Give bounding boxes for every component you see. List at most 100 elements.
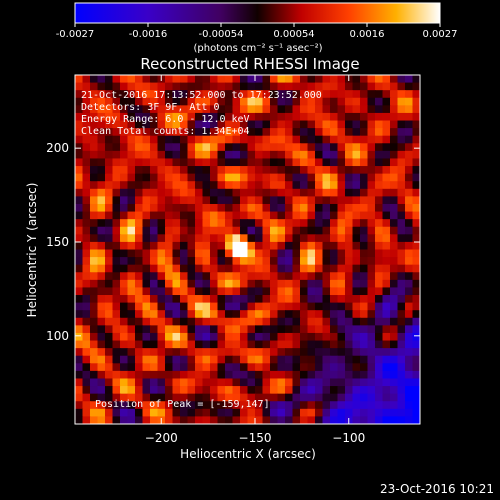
heatmap-cell	[150, 135, 159, 144]
heatmap-cell	[232, 393, 241, 402]
heatmap-cell	[157, 150, 166, 160]
heatmap-cell	[165, 264, 174, 273]
heatmap-cell	[240, 408, 249, 418]
heatmap-cell	[345, 143, 354, 152]
heatmap-cell	[82, 203, 91, 213]
heatmap-cell	[172, 386, 181, 395]
heatmap-cell	[330, 105, 339, 114]
heatmap-cell	[412, 393, 420, 402]
heatmap-cell	[270, 325, 279, 334]
heatmap-cell	[225, 310, 234, 319]
heatmap-cell	[330, 241, 339, 251]
heatmap-cell	[75, 408, 84, 418]
heatmap-cell	[390, 181, 399, 190]
heatmap-cell	[412, 370, 420, 380]
heatmap-cell	[90, 82, 99, 91]
heatmap-cell	[277, 143, 286, 152]
heatmap-cell	[330, 257, 339, 266]
heatmap-cell	[382, 105, 391, 114]
heatmap-cell	[262, 128, 271, 137]
heatmap-cell	[142, 196, 151, 205]
heatmap-cell	[120, 302, 129, 311]
heatmap-cell	[367, 112, 376, 122]
heatmap-cell	[202, 120, 211, 129]
heatmap-cell	[405, 401, 414, 410]
x-tick-label: −200	[145, 431, 178, 445]
heatmap-cell	[127, 211, 136, 220]
heatmap-cell	[165, 325, 174, 334]
heatmap-cell	[262, 401, 271, 410]
heatmap-cell	[367, 401, 376, 410]
heatmap-cell	[375, 295, 384, 304]
heatmap-cell	[255, 90, 264, 99]
heatmap-cell	[315, 310, 324, 319]
heatmap-cell	[412, 401, 420, 410]
heatmap-cell	[202, 135, 211, 144]
heatmap-cell	[390, 332, 399, 342]
heatmap-cell	[307, 416, 316, 424]
heatmap-cell	[180, 355, 189, 364]
heatmap-cell	[367, 378, 376, 387]
heatmap-cell	[300, 317, 309, 326]
heatmap-cell	[90, 188, 99, 197]
heatmap-cell	[157, 97, 166, 106]
heatmap-cell	[330, 128, 339, 137]
heatmap-cell	[225, 348, 234, 357]
heatmap-cell	[127, 340, 136, 349]
heatmap-cell	[172, 75, 181, 84]
heatmap-cell	[330, 272, 339, 281]
heatmap-cell	[75, 219, 84, 228]
heatmap-cell	[345, 287, 354, 296]
heatmap-cell	[300, 257, 309, 266]
heatmap-cell	[375, 401, 384, 410]
heatmap-cell	[210, 302, 219, 311]
heatmap-cell	[285, 249, 294, 258]
heatmap-cell	[97, 348, 106, 357]
heatmap-cell	[157, 355, 166, 364]
heatmap-cell	[412, 272, 420, 281]
heatmap-cell	[345, 348, 354, 357]
heatmap-cell	[240, 158, 249, 167]
heatmap-cell	[240, 181, 249, 190]
heatmap-cell	[390, 90, 399, 99]
heatmap-cell	[127, 272, 136, 281]
heatmap-cell	[142, 257, 151, 266]
heatmap-cell	[270, 143, 279, 152]
heatmap-cell	[247, 219, 256, 228]
heatmap-cell	[262, 82, 271, 91]
heatmap-cell	[180, 188, 189, 197]
heatmap-cell	[255, 128, 264, 137]
heatmap-cell	[360, 363, 369, 372]
heatmap-cell	[270, 82, 279, 91]
heatmap-cell	[172, 196, 181, 205]
heatmap-cell	[262, 295, 271, 304]
heatmap-cell	[375, 332, 384, 342]
heatmap-cell	[367, 82, 376, 91]
heatmap-cell	[172, 90, 181, 99]
heatmap-cell	[135, 203, 144, 213]
heatmap-cell	[240, 348, 249, 357]
heatmap-cell	[270, 279, 279, 289]
heatmap-cell	[375, 363, 384, 372]
heatmap-cell	[97, 196, 106, 205]
heatmap-cell	[210, 363, 219, 372]
heatmap-cell	[277, 408, 286, 418]
heatmap-cell	[390, 272, 399, 281]
heatmap-cell	[165, 348, 174, 357]
heatmap-cell	[307, 150, 316, 160]
heatmap-cell	[150, 302, 159, 311]
heatmap-cell	[240, 203, 249, 213]
heatmap-cell	[352, 370, 361, 380]
heatmap-cell	[292, 370, 301, 380]
heatmap-cell	[112, 203, 121, 213]
heatmap-cell	[97, 340, 106, 349]
heatmap-cell	[217, 340, 226, 349]
heatmap-cell	[270, 181, 279, 190]
heatmap-cell	[412, 166, 420, 175]
heatmap-cell	[337, 370, 346, 380]
heatmap-cell	[390, 408, 399, 418]
heatmap-cell	[412, 302, 420, 311]
heatmap-cell	[150, 272, 159, 281]
heatmap-cell	[195, 112, 204, 122]
heatmap-cell	[352, 90, 361, 99]
